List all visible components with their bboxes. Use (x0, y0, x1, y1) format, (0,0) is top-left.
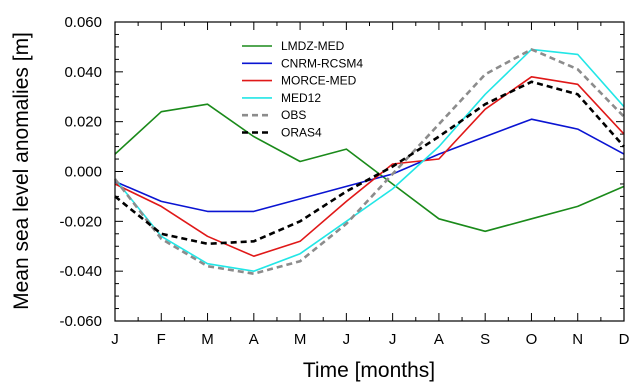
series-line-cnrm-rcsm4 (114, 118, 625, 213)
x-tick-label: O (526, 331, 538, 348)
legend-label: MED12 (281, 91, 321, 105)
legend-label: MORCE-MED (281, 74, 357, 88)
legend-label: OBS (281, 108, 306, 122)
series-line-oras4 (114, 80, 625, 246)
legend-label: ORAS4 (281, 126, 322, 140)
x-tick-label: F (157, 331, 166, 348)
x-tick-label: M (294, 331, 307, 348)
y-tick-label: -0.060 (59, 313, 102, 330)
legend-label: LMDZ-MED (281, 39, 345, 53)
series-line-med12 (114, 48, 625, 273)
legend: LMDZ-MED CNRM-RCSM4 MORCE-MED MED12 OBS ORAS4 (242, 39, 363, 140)
x-tick-label: J (111, 331, 119, 348)
y-tick-label: 0.060 (64, 14, 102, 31)
x-tick-label: D (619, 331, 630, 348)
y-tick-labels: 0.060 0.040 0.020 0.000 -0.020 -0.040 -0.060 (59, 14, 102, 330)
y-tick-label: -0.040 (59, 263, 102, 280)
x-tick-label: M (201, 331, 214, 348)
x-tick-label: J (343, 331, 351, 348)
series-line-obs (113, 48, 625, 276)
series-lines (113, 48, 625, 276)
series-line-morce-med (114, 76, 625, 258)
x-tick-label: A (249, 331, 259, 348)
x-tick-label: A (434, 331, 444, 348)
x-tick-label: J (389, 331, 397, 348)
y-tick-label: 0.040 (64, 64, 102, 81)
plot-frame (114, 21, 625, 322)
tick-marks (114, 21, 625, 322)
x-axis-title: Time [months] (303, 359, 435, 382)
series-line-lmdz-med (114, 103, 625, 233)
x-tick-label: S (480, 331, 490, 348)
y-tick-label: -0.020 (59, 213, 102, 230)
legend-label: CNRM-RCSM4 (281, 56, 363, 70)
y-axis-title: Mean sea level anomalies [m] (10, 32, 33, 310)
y-tick-label: 0.000 (64, 164, 102, 181)
x-tick-label: N (572, 331, 583, 348)
y-tick-label: 0.020 (64, 114, 102, 131)
